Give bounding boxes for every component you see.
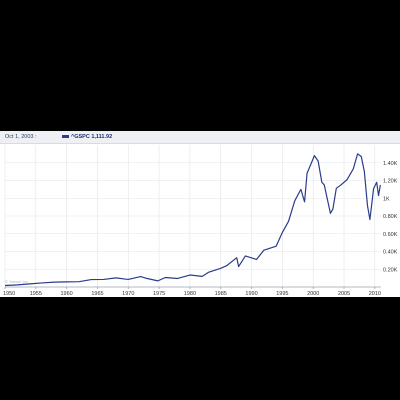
y-axis-tick-labels: 0.20K 0.40K 0.60K 0.80K 1K 1.20K 1.40K — [383, 161, 398, 274]
grid-lines — [4, 145, 381, 287]
chart-panel: Oct 1, 2003 : ^GSPC 1,111.92 1950 1955 196… — [0, 131, 400, 297]
x-tick-label: 1990 — [245, 291, 257, 297]
legend-series-entry: ^GSPC 1,111.92 — [62, 131, 112, 143]
y-tick-label: 1K — [383, 196, 390, 202]
y-tick-label: 0.80K — [383, 214, 398, 220]
series-line-gspc — [4, 153, 381, 287]
x-tick-label: 2010 — [369, 291, 381, 297]
x-tick-label: 2000 — [307, 291, 319, 297]
series-lines — [4, 153, 381, 287]
x-tick-label: 2005 — [338, 291, 350, 297]
x-tick-label: 1955 — [30, 291, 42, 297]
x-tick-label: 1965 — [91, 291, 103, 297]
y-tick-label: 0.20K — [383, 267, 398, 273]
y-tick-label: 0.60K — [383, 232, 398, 238]
x-tick-label: 1970 — [122, 291, 134, 297]
x-tick-label: 1960 — [61, 291, 73, 297]
legend-series-label: ^GSPC 1,111.92 — [71, 134, 113, 140]
chart-watermark: © Yahoo! Inc. — [5, 279, 29, 284]
x-axis-tick-labels: 1950 1955 1960 1965 1970 1975 1980 1985 1990 1995… — [3, 291, 381, 297]
y-tick-label: 0.40K — [383, 250, 398, 256]
line-chart: 1950 1955 1960 1965 1970 1975 1980 1985 1990 1995… — [3, 145, 398, 297]
y-tick-label: 1.20K — [383, 179, 398, 185]
x-tick-label: 1950 — [3, 291, 15, 297]
legend-swatch-icon — [62, 135, 69, 139]
legend-date: Oct 1, 2003 : — [5, 134, 37, 140]
x-tick-label: 1980 — [184, 291, 196, 297]
x-tick-label: 1975 — [153, 291, 165, 297]
x-tick-label: 1985 — [215, 291, 227, 297]
chart-legend-bar: Oct 1, 2003 : ^GSPC 1,111.92 — [0, 131, 400, 144]
x-tick-label: 1995 — [276, 291, 288, 297]
y-tick-label: 1.40K — [383, 161, 398, 167]
chart-axes — [4, 286, 381, 289]
